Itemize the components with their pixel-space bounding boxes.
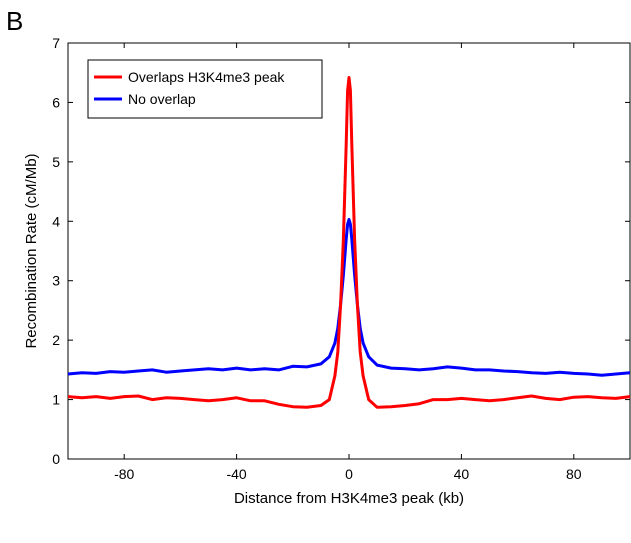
y-tick-label: 2 — [52, 332, 60, 348]
x-tick-label: 80 — [566, 466, 582, 482]
y-tick-label: 0 — [52, 451, 60, 467]
legend-label-no-overlap: No overlap — [128, 91, 196, 107]
x-tick-label: 40 — [454, 466, 470, 482]
y-tick-label: 3 — [52, 273, 60, 289]
x-axis-title: Distance from H3K4me3 peak (kb) — [234, 490, 464, 507]
y-tick-label: 5 — [52, 154, 60, 170]
x-tick-label: -40 — [226, 466, 246, 482]
x-axis: -80 -40 0 40 80 — [114, 43, 582, 482]
x-tick-label: 0 — [345, 466, 353, 482]
panel-label: B — [6, 6, 23, 36]
y-tick-label: 7 — [52, 35, 60, 51]
y-tick-label: 6 — [52, 94, 60, 110]
overlaps-h3k4me3-line — [67, 76, 631, 409]
y-axis: 0 1 2 3 4 5 6 7 — [52, 35, 630, 467]
y-tick-label: 1 — [52, 392, 60, 408]
no-overlap-line — [67, 218, 631, 377]
y-tick-label: 4 — [52, 213, 60, 229]
legend-box — [87, 59, 323, 119]
y-axis-title: Recombination Rate (cM/Mb) — [23, 153, 40, 348]
legend: Overlaps H3K4me3 peak No overlap — [87, 59, 323, 119]
x-tick-label: -80 — [114, 466, 134, 482]
series-layer — [67, 76, 631, 409]
legend-label-overlaps: Overlaps H3K4me3 peak — [128, 69, 285, 85]
